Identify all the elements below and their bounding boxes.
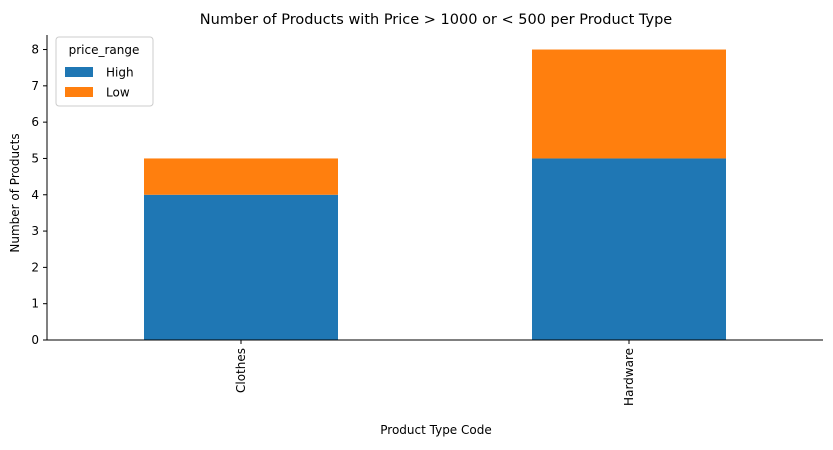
- x-axis: Clothes Hardware: [47, 339, 823, 406]
- y-axis: 0 1 2 3 4 5 6 7 8: [31, 35, 48, 347]
- y-tick-label: 6: [31, 115, 39, 129]
- y-tick-label: 0: [31, 333, 39, 347]
- legend-title: price_range: [69, 43, 140, 57]
- x-tick-label-hardware: Hardware: [622, 348, 636, 406]
- y-tick-label: 4: [31, 188, 39, 202]
- legend-swatch-low: [65, 87, 93, 97]
- y-tick-label: 2: [31, 260, 39, 274]
- bars-group: [144, 49, 726, 340]
- bar-high-clothes: [144, 194, 338, 340]
- bar-low-hardware: [532, 49, 726, 159]
- legend-label-low: Low: [106, 86, 130, 100]
- y-tick-label: 7: [31, 79, 39, 93]
- legend-items: High Low: [65, 66, 134, 100]
- x-tick-label-clothes: Clothes: [234, 348, 248, 393]
- y-tick-label: 1: [31, 297, 39, 311]
- bar-low-clothes: [144, 158, 338, 195]
- y-tick-label: 8: [31, 43, 39, 57]
- y-axis-label: Number of Products: [8, 133, 22, 252]
- legend: price_range High Low: [55, 36, 154, 107]
- y-tick-label: 3: [31, 224, 39, 238]
- bar-high-hardware: [532, 158, 726, 340]
- y-tick-label: 5: [31, 151, 39, 165]
- x-axis-label: Product Type Code: [380, 423, 491, 437]
- chart-title: Number of Products with Price > 1000 or …: [200, 12, 673, 28]
- legend-label-high: High: [106, 66, 134, 80]
- legend-swatch-high: [65, 67, 93, 77]
